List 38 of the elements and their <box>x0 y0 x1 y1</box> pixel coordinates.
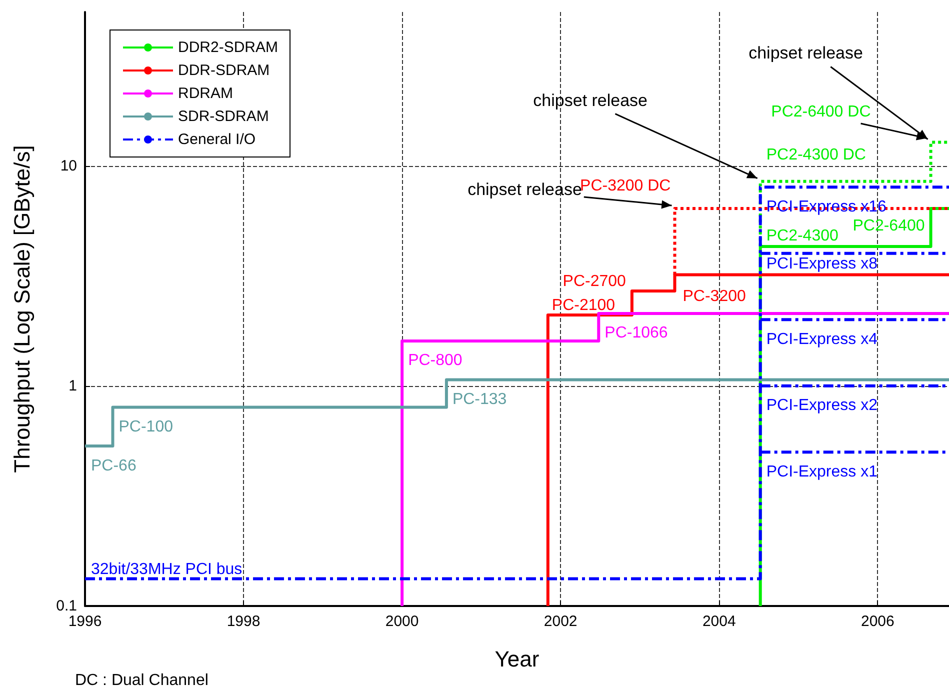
annotation: PCI-Express x2 <box>766 397 878 414</box>
y-tick-label: 0.1 <box>56 598 77 614</box>
annotation: PC2-4300 <box>766 228 838 245</box>
x-tick-label: 2000 <box>385 613 419 630</box>
y-tick-label: 1 <box>68 377 77 394</box>
annotation: chipset release <box>748 44 863 63</box>
y-tick-label: 10 <box>60 157 77 174</box>
annotation: chipset release <box>468 180 582 199</box>
annotation: PCI-Express x1 <box>766 463 878 480</box>
legend-label: DDR-SDRAM <box>178 62 270 79</box>
legend-label: General I/O <box>178 131 256 148</box>
annotation: PC2-6400 <box>852 218 925 235</box>
x-tick-label: 2002 <box>544 613 578 630</box>
x-tick-label: 2006 <box>860 613 894 630</box>
y-axis-title: Throughput (Log Scale) [GByte/s] <box>10 145 34 473</box>
annotation: PC-3200 DC <box>580 178 671 195</box>
annotation: PC2-6400 DC <box>771 103 871 120</box>
annotation: PC-800 <box>408 352 462 370</box>
annotation: PC-66 <box>91 457 136 474</box>
text: DC : Dual Channel <box>75 672 208 690</box>
annotation: chipset release <box>533 90 648 110</box>
x-tick-label: 1998 <box>226 613 260 630</box>
annotation: PCI-Express x8 <box>766 256 878 273</box>
annotation: PC-3200 <box>682 288 746 305</box>
annotation: PC-2100 <box>552 297 616 314</box>
annotation: PC-2700 <box>562 273 626 290</box>
annotation: PC-1066 <box>604 324 668 342</box>
x-tick-label: 1996 <box>68 613 102 630</box>
legend-label: RDRAM <box>178 85 233 102</box>
legend-label: DDR2-SDRAM <box>178 39 278 56</box>
annotation: PC2-4300 DC <box>766 146 866 164</box>
legend-label: SDR-SDRAM <box>178 108 269 125</box>
annotation: PCI-Express x4 <box>766 330 878 348</box>
annotation: PC-100 <box>118 418 174 436</box>
x-tick-label: 2004 <box>702 613 736 630</box>
annotation: 32bit/33MHz PCI bus <box>91 560 242 578</box>
annotation: PC-133 <box>452 390 507 408</box>
x-axis-title: Year <box>494 646 540 672</box>
